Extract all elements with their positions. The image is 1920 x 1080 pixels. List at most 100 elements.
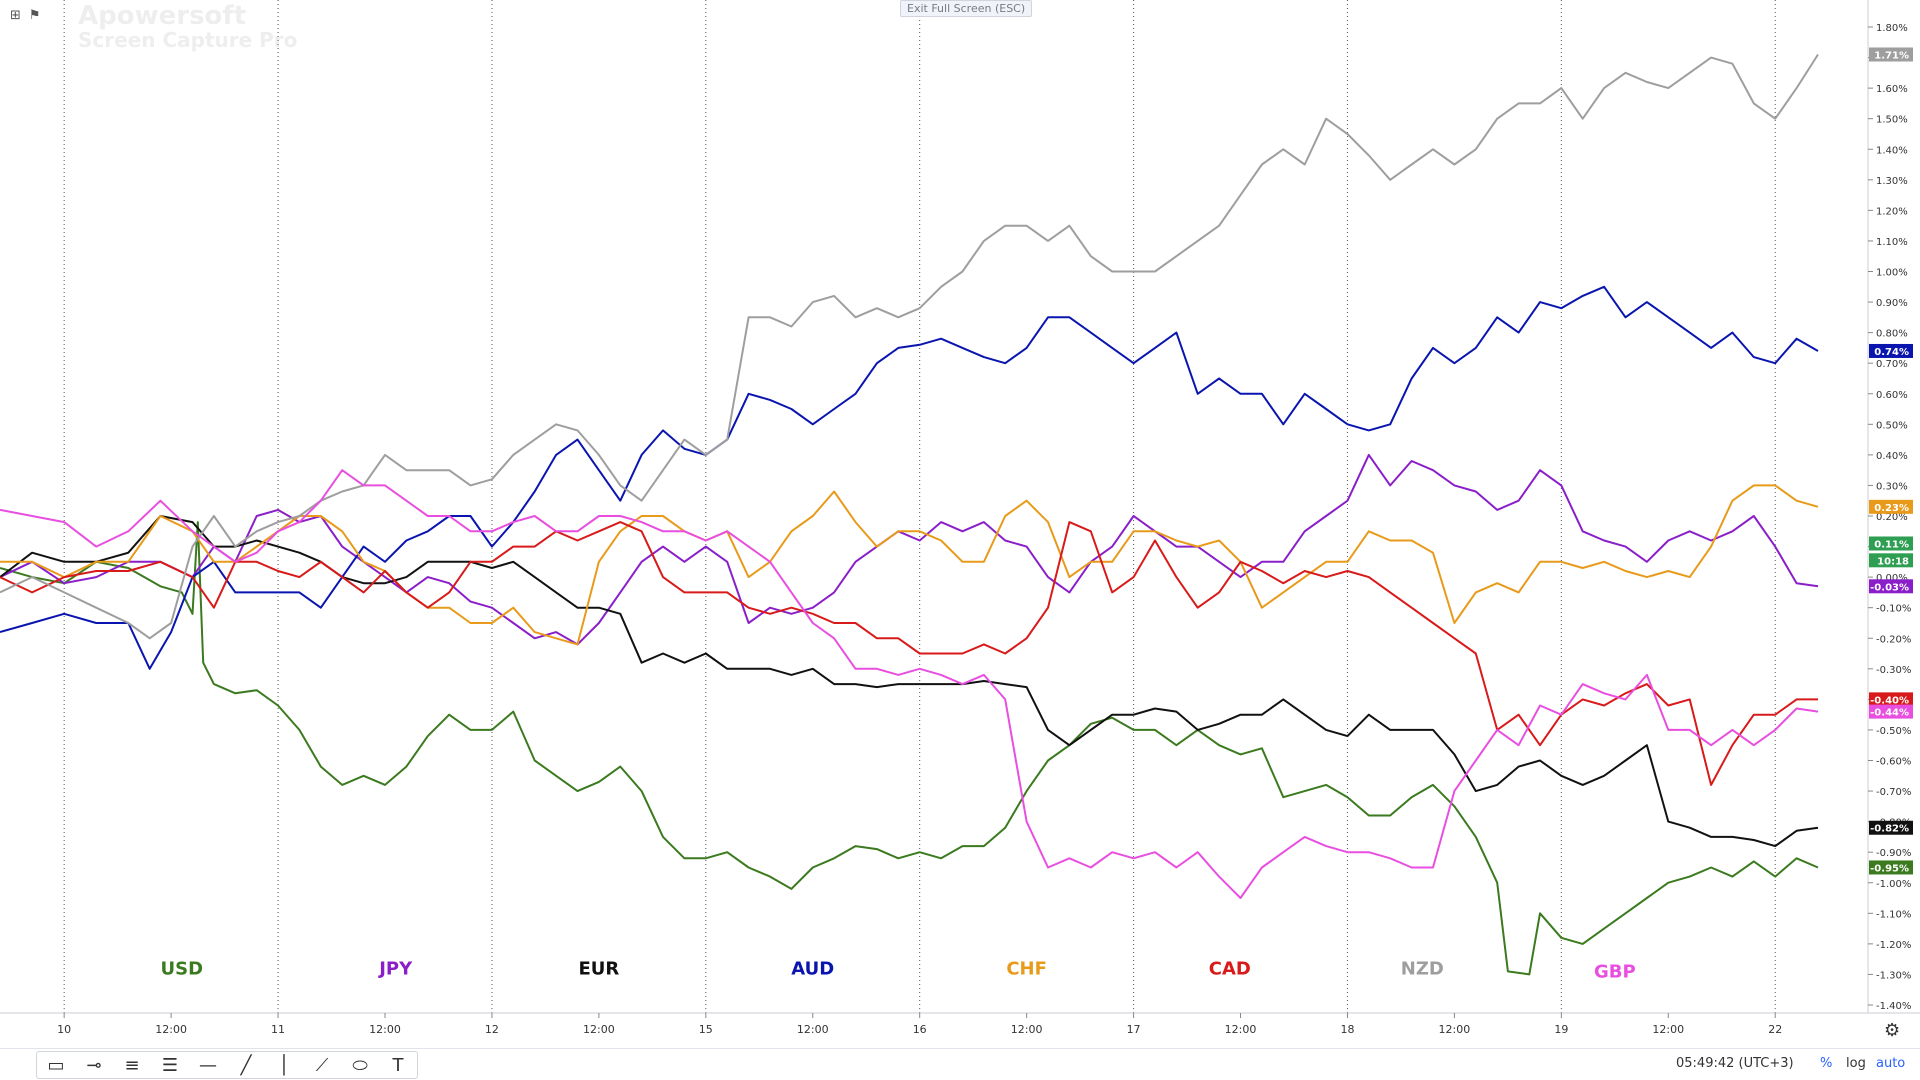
y-tick-label: 0.90% bbox=[1876, 298, 1908, 309]
x-tick-label: 11 bbox=[271, 1023, 285, 1036]
parallel-lines-icon[interactable]: ≡ bbox=[124, 1054, 140, 1076]
badge-aud-bg bbox=[1869, 343, 1913, 358]
y-tick-label: -1.00% bbox=[1876, 879, 1911, 890]
y-tick-label: -0.30% bbox=[1876, 665, 1911, 676]
currency-label-jpy: JPY bbox=[377, 958, 413, 979]
y-tick-label: -0.70% bbox=[1876, 787, 1911, 798]
y-tick-label: 0.20% bbox=[1876, 512, 1908, 523]
rectangle-tool-icon[interactable]: ▭ bbox=[47, 1054, 65, 1076]
y-tick-label: 1.50% bbox=[1876, 115, 1908, 126]
horizontal-ray-icon[interactable]: ⊸ bbox=[86, 1054, 102, 1076]
trend-line-icon[interactable]: ╱ bbox=[240, 1054, 252, 1076]
y-tick-label: 0.60% bbox=[1876, 390, 1908, 401]
log-toggle[interactable]: log bbox=[1846, 1056, 1866, 1071]
last-value-badges: -0.95% -0.03% -0.82% 0.74% 0.23% -0.40% 1.71% -… bbox=[1869, 47, 1913, 875]
x-tick-label: 16 bbox=[913, 1023, 927, 1036]
badge-chf: 0.23% bbox=[1874, 503, 1909, 514]
text-tool-icon[interactable]: T bbox=[392, 1054, 404, 1076]
ellipse-tool-icon[interactable]: ⬭ bbox=[352, 1054, 368, 1076]
y-tick-label: -1.20% bbox=[1876, 940, 1911, 951]
y-tick-label: 0.70% bbox=[1876, 359, 1908, 370]
currency-labels: USD JPY EUR AUD CHF CAD NZD GBP bbox=[161, 958, 1636, 982]
drawing-tools: ▭ ⊸ ≡ ☰ — ╱ │ ⟋ ⬭ T bbox=[36, 1051, 418, 1079]
exit-fullscreen-button[interactable]: Exit Full Screen (ESC) bbox=[900, 0, 1033, 17]
expand-icon[interactable]: ⊞ bbox=[10, 8, 21, 23]
y-tick-label: 0.40% bbox=[1876, 451, 1908, 462]
y-tick-label: 0.50% bbox=[1876, 420, 1908, 431]
y-tick-label: 1.30% bbox=[1876, 176, 1908, 187]
y-tick-label: 1.20% bbox=[1876, 206, 1908, 217]
x-tick-label: 12:00 bbox=[797, 1023, 829, 1036]
y-tick-label: 1.60% bbox=[1876, 84, 1908, 95]
badge-jpy-bg bbox=[1869, 579, 1913, 594]
series-line-aud bbox=[0, 285, 1819, 670]
currency-label-cad: CAD bbox=[1209, 958, 1251, 979]
y-tick-label: 1.00% bbox=[1876, 268, 1908, 279]
x-tick-label: 18 bbox=[1340, 1023, 1354, 1036]
badge-gbp: -0.44% bbox=[1870, 708, 1909, 719]
series-line-cad bbox=[0, 521, 1818, 786]
badge-aud: 0.74% bbox=[1874, 347, 1909, 358]
x-tick-label: 12:00 bbox=[1439, 1023, 1471, 1036]
badge-gbp-bg bbox=[1869, 704, 1913, 719]
x-tick-label: 12:00 bbox=[1652, 1023, 1684, 1036]
y-tick-label: -1.30% bbox=[1876, 970, 1911, 981]
badge-jpy: -0.03% bbox=[1870, 582, 1909, 593]
y-tick-label: -0.10% bbox=[1876, 604, 1911, 615]
x-tick-label: 17 bbox=[1127, 1023, 1141, 1036]
x-tick-label: 12:00 bbox=[1225, 1023, 1257, 1036]
y-tick-label: 0.80% bbox=[1876, 329, 1908, 340]
badge-usd: -0.95% bbox=[1870, 863, 1909, 874]
vertical-line-icon[interactable]: │ bbox=[278, 1054, 290, 1076]
y-tick-label: 1.80% bbox=[1876, 23, 1908, 34]
x-tick-label: 10 bbox=[57, 1023, 71, 1036]
percent-toggle[interactable]: % bbox=[1820, 1056, 1833, 1071]
y-tick-label: -0.20% bbox=[1876, 634, 1911, 645]
auto-toggle[interactable]: auto bbox=[1876, 1056, 1906, 1071]
badge-extra-1: 10:18 bbox=[1877, 556, 1909, 567]
currency-label-gbp: GBP bbox=[1594, 961, 1636, 982]
badge-cad: -0.40% bbox=[1870, 695, 1909, 706]
currency-label-eur: EUR bbox=[578, 958, 619, 979]
currency-label-nzd: NZD bbox=[1401, 958, 1444, 979]
badge-nzd: 1.71% bbox=[1874, 51, 1909, 62]
flag-icon[interactable]: ⚑ bbox=[28, 8, 41, 23]
y-tick-label: -1.10% bbox=[1876, 909, 1911, 920]
badge-extra-0: 0.11% bbox=[1874, 540, 1909, 551]
currency-label-chf: CHF bbox=[1006, 958, 1047, 979]
currency-label-aud: AUD bbox=[791, 958, 834, 979]
bottom-toolbar: ▭ ⊸ ≡ ☰ — ╱ │ ⟋ ⬭ T 05:49:42 (UTC+3) % log auto bbox=[0, 1048, 1920, 1080]
badge-extra-1-bg bbox=[1869, 553, 1913, 568]
clock: 05:49:42 (UTC+3) bbox=[1676, 1056, 1794, 1071]
series-layer bbox=[0, 53, 1819, 976]
watermark: Apowersoft Screen Capture Pro bbox=[78, 1, 298, 52]
x-tick-label: 19 bbox=[1554, 1023, 1568, 1036]
badge-extra-0-bg bbox=[1869, 536, 1913, 551]
badge-cad-bg bbox=[1869, 692, 1913, 707]
gear-icon[interactable]: ⚙ bbox=[1884, 1020, 1901, 1041]
y-tick-label: 0.00% bbox=[1876, 573, 1908, 584]
x-tick-label: 12:00 bbox=[155, 1023, 187, 1036]
x-axis: 10 12:00 11 12:00 12 12:00 15 12:00 16 12:00 17 12:… bbox=[57, 1013, 1782, 1036]
x-tick-label: 12:00 bbox=[1011, 1023, 1043, 1036]
series-line-chf bbox=[0, 484, 1819, 646]
badge-eur: -0.82% bbox=[1870, 824, 1909, 835]
series-line-gbp bbox=[0, 469, 1819, 899]
y-tick-label: -1.40% bbox=[1876, 1001, 1911, 1012]
y-tick-label: -0.50% bbox=[1876, 726, 1911, 737]
x-tick-label: 22 bbox=[1768, 1023, 1782, 1036]
series-line-nzd bbox=[0, 53, 1819, 640]
x-tick-label: 12 bbox=[485, 1023, 499, 1036]
day-dividers bbox=[63, 0, 1776, 1013]
x-tick-label: 12:00 bbox=[369, 1023, 401, 1036]
y-tick-label: -0.60% bbox=[1876, 757, 1911, 768]
badge-nzd-bg bbox=[1869, 47, 1913, 62]
y-tick-label: 0.30% bbox=[1876, 481, 1908, 492]
path-tool-icon[interactable]: ⟋ bbox=[315, 1054, 329, 1076]
horizontal-line-icon[interactable]: — bbox=[199, 1054, 217, 1076]
y-tick-label: -0.90% bbox=[1876, 848, 1911, 859]
fib-lines-icon[interactable]: ☰ bbox=[161, 1054, 179, 1076]
top-left-icons: ⊞ ⚑ bbox=[10, 8, 41, 23]
badge-usd-bg bbox=[1869, 860, 1913, 875]
